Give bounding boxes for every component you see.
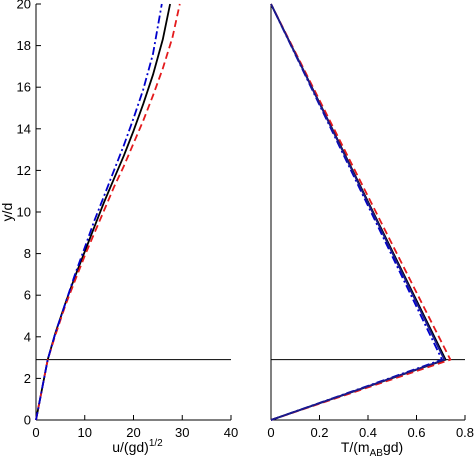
x-tick-label: 30 bbox=[175, 425, 189, 440]
series-line-dashed bbox=[270, 3, 452, 421]
series-line-dashdot bbox=[270, 3, 443, 421]
y-tick-label: 6 bbox=[24, 288, 31, 303]
left-plot: 0 10 20 30 40 0 2 4 6 8 10 12 14 16 18 20 y/d u/(gd)1/2 bbox=[0, 0, 238, 455]
y-tick-label: 8 bbox=[24, 246, 31, 261]
x-tick-label: 0.6 bbox=[407, 425, 425, 440]
series-line-solid bbox=[270, 3, 446, 421]
x-tick-label: 40 bbox=[224, 425, 238, 440]
y-axis-label: y/d bbox=[0, 203, 15, 222]
x-tick-label: 0 bbox=[32, 425, 39, 440]
x-axis-label: u/(gd)1/2 bbox=[112, 438, 163, 455]
x-tick-label: 0.8 bbox=[456, 425, 474, 440]
x-tick-label: 10 bbox=[78, 425, 92, 440]
y-tick-label: 14 bbox=[17, 121, 31, 136]
right-plot: 0 0.2 0.4 0.6 0.8 T/(mABgd) bbox=[267, 3, 474, 459]
y-tick-label: 18 bbox=[17, 38, 31, 53]
series-line-dashdot bbox=[35, 3, 163, 421]
x-tick-label: 20 bbox=[126, 425, 140, 440]
y-tick-label: 0 bbox=[24, 413, 31, 428]
series-line-solid bbox=[270, 3, 447, 421]
y-tick-label: 4 bbox=[24, 329, 31, 344]
x-axis-label: T/(mABgd) bbox=[341, 439, 403, 459]
y-tick-label: 16 bbox=[17, 80, 31, 95]
x-tick-label: 0 bbox=[267, 425, 274, 440]
x-tick-label: 0.2 bbox=[310, 425, 328, 440]
y-tick-label: 2 bbox=[24, 371, 31, 386]
y-tick-label: 10 bbox=[17, 205, 31, 220]
x-tick-label: 0.4 bbox=[359, 425, 377, 440]
series-line-dashed bbox=[35, 3, 181, 421]
y-tick-label: 20 bbox=[17, 0, 31, 12]
y-tick-label: 12 bbox=[17, 163, 31, 178]
